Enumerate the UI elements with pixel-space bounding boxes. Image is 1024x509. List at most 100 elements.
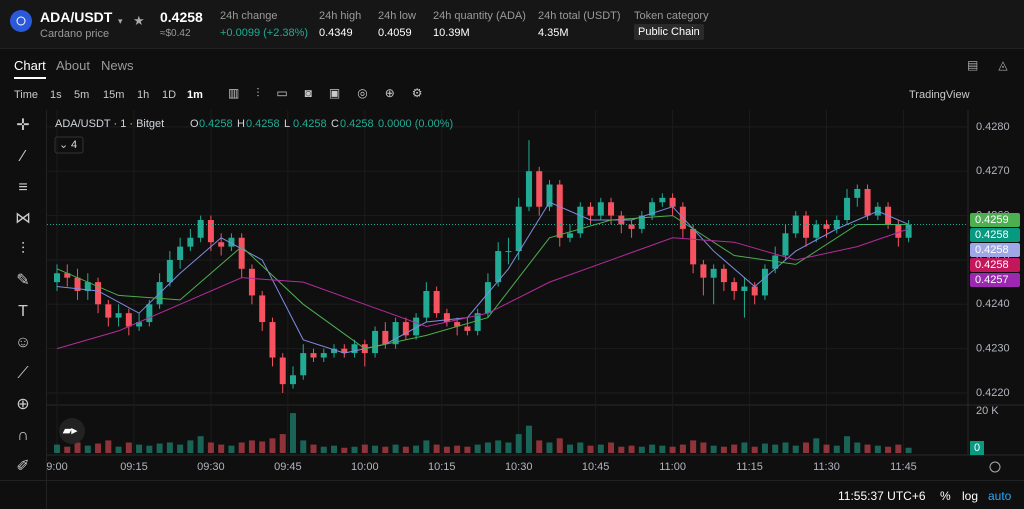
y-tick-label: 0.4230 — [976, 343, 1010, 355]
interval[interactable]: 5m — [74, 89, 90, 101]
moving-average — [56, 201, 909, 354]
volume-bar — [402, 446, 409, 454]
volume-bar — [874, 445, 881, 454]
candle-body — [525, 171, 532, 207]
candle-body — [423, 290, 430, 318]
indicator-arrow: ⌄ — [59, 139, 68, 151]
auto-toggle[interactable]: auto — [988, 489, 1012, 503]
volume-bar — [464, 446, 471, 454]
candle-body — [649, 202, 656, 216]
stat-value: 0.4349 — [319, 27, 353, 39]
indicator-count: 4 — [71, 139, 77, 151]
interval[interactable]: 1s — [50, 89, 62, 101]
volume-bar — [495, 440, 502, 454]
candle-body — [761, 268, 768, 296]
interval[interactable]: 15m — [103, 89, 125, 101]
candle-body — [382, 330, 389, 345]
candle-body — [895, 224, 902, 238]
drawing-toolbar[interactable]: ✛ ⁄ ≡ ⋈ ⫶ ✎ T ☺ ⟋ ⊕ ∩ ✐ — [0, 110, 47, 509]
price-tag-label: 0.4257 — [975, 274, 1009, 286]
category: Public Chain — [634, 24, 704, 40]
status-bar — [0, 480, 1024, 481]
y-tick-label: 0.4220 — [976, 387, 1010, 399]
volume-bar — [618, 446, 625, 454]
candle-body — [802, 215, 809, 238]
x-tick-label: 9:00 — [47, 461, 68, 473]
dropdown-icon[interactable]: ▾ — [118, 16, 123, 26]
volume-bar — [679, 444, 686, 454]
volume-bar — [823, 444, 830, 454]
volume-bar — [146, 445, 153, 454]
top-right-icons[interactable]: ▤◬ — [967, 58, 1024, 72]
tab[interactable]: About — [56, 58, 90, 73]
candle-body — [515, 206, 522, 252]
candle-body — [813, 224, 820, 238]
interval[interactable]: 1D — [162, 89, 177, 101]
stat-label: 24h high — [319, 10, 362, 22]
volume-bar — [720, 446, 727, 454]
tab[interactable]: Chart — [14, 58, 46, 79]
volume-bar — [351, 446, 358, 454]
price-tag-label: 0.4258 — [975, 244, 1009, 256]
tool-icons[interactable]: ▥⫶▭◙▣◎⊕⚙ — [228, 86, 440, 100]
volume-bar — [515, 434, 522, 454]
tv-logo-bg — [59, 418, 85, 444]
volume-bar — [64, 446, 71, 454]
favorite-icon[interactable]: ★ — [133, 13, 145, 28]
interval[interactable]: Time — [14, 89, 39, 101]
volume-bar — [156, 443, 163, 454]
volume-bar — [95, 443, 102, 454]
candle-body — [731, 282, 738, 291]
price: 0.4258 — [160, 9, 203, 25]
candle-body — [772, 255, 779, 269]
chart: 0.42200.42300.42400.42500.42600.42700.42… — [47, 110, 1024, 473]
candle-body — [320, 353, 327, 358]
candle-body — [74, 277, 81, 291]
price-tag — [970, 243, 1020, 258]
volume-bar — [84, 445, 91, 454]
candle-body — [187, 237, 194, 247]
percent-toggle[interactable]: % — [940, 489, 951, 503]
volume-bar — [700, 442, 707, 454]
candle-body — [259, 295, 266, 323]
candle-body — [218, 242, 225, 247]
tab[interactable]: News — [101, 58, 134, 73]
candle-body — [248, 268, 255, 296]
candle-body — [443, 313, 450, 323]
ohlc-value: 0.4258 — [199, 118, 233, 130]
volume-bar — [802, 442, 809, 454]
candle-body — [751, 286, 758, 296]
candle-body — [464, 326, 471, 331]
ohlc-change: 0.0000 (0.00%) — [378, 118, 453, 130]
chart-title: ADA/USDT · 1 · Bitget — [55, 118, 164, 130]
volume-bar — [392, 444, 399, 454]
candle-body — [372, 330, 379, 354]
candle-body — [536, 171, 543, 207]
volume-bar — [772, 444, 779, 454]
volume-bar — [577, 442, 584, 454]
log-toggle[interactable]: log — [962, 489, 979, 503]
candle-body — [741, 286, 748, 291]
stat-label: 24h low — [378, 10, 416, 22]
candle-body — [700, 264, 707, 278]
volume-bar — [741, 442, 748, 454]
interval[interactable]: 1m — [187, 89, 203, 101]
tv-logo: ▰▸ — [62, 425, 77, 437]
volume-bar — [423, 440, 430, 454]
candle-body — [341, 348, 348, 354]
stat-value: 4.35M — [538, 27, 569, 39]
x-tick-label: 10:30 — [505, 461, 533, 473]
candle-body — [556, 184, 563, 238]
x-tick-label: 09:15 — [120, 461, 148, 473]
price-tag — [970, 213, 1020, 228]
y-tick-label: 0.4270 — [976, 165, 1010, 177]
volume-bar — [413, 445, 420, 454]
price-tag-label: 0.4258 — [975, 259, 1009, 271]
volume-bar — [833, 445, 840, 454]
indicator-toggle[interactable] — [54, 136, 84, 154]
tradingview[interactable]: TradingView — [909, 89, 970, 101]
interval[interactable]: 1h — [137, 89, 150, 101]
ohlc-value: 0.4258 — [293, 118, 327, 130]
y-tick-label: 0.4240 — [976, 298, 1010, 310]
candle-body — [854, 188, 861, 198]
